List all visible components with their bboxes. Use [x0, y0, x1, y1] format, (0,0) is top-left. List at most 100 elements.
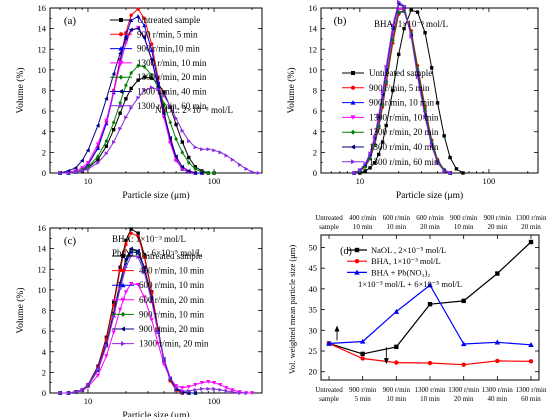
- y-tick-label: 8: [42, 86, 46, 96]
- data-point: [244, 166, 249, 171]
- panel-label: (b): [334, 15, 347, 27]
- data-point: [200, 147, 204, 152]
- data-point: [168, 375, 173, 380]
- x-category-label-top: 10 min: [353, 223, 373, 231]
- data-point: [111, 71, 116, 77]
- data-point: [249, 391, 255, 396]
- data-point: [212, 386, 217, 391]
- data-point: [136, 254, 141, 259]
- data-point: [427, 301, 433, 307]
- data-point: [58, 390, 63, 396]
- data-point: [119, 18, 123, 22]
- data-point: [238, 162, 242, 167]
- x-tick-label: 10: [356, 176, 365, 186]
- data-point: [442, 134, 446, 138]
- data-point: [162, 356, 167, 362]
- legend-label: Untreated sample: [139, 251, 202, 261]
- legend-label: 1300 r/min, 10 min: [137, 58, 207, 68]
- series-line: [353, 0, 451, 174]
- data-point: [142, 270, 147, 275]
- data-point: [360, 351, 365, 357]
- data-point: [186, 390, 191, 396]
- data-point: [95, 373, 101, 378]
- data-point: [123, 256, 128, 262]
- data-point: [372, 142, 377, 148]
- data-point: [118, 111, 122, 115]
- data-point: [118, 280, 122, 285]
- y-tick-label: 0: [42, 388, 46, 398]
- x-category-label-top: 600 r/min: [416, 214, 444, 222]
- data-point: [528, 342, 534, 347]
- data-point: [174, 122, 178, 127]
- data-point: [218, 387, 223, 393]
- data-point: [206, 386, 211, 391]
- y-axis-label: Volume (%): [286, 68, 297, 114]
- data-point: [121, 341, 126, 347]
- data-point: [368, 151, 373, 156]
- x-tick-label: 100: [208, 396, 221, 406]
- data-point: [409, 34, 414, 39]
- data-point: [121, 268, 125, 273]
- data-point: [142, 35, 147, 41]
- data-point: [435, 158, 440, 163]
- data-point: [129, 13, 133, 17]
- data-point: [354, 247, 360, 253]
- data-point: [149, 48, 154, 52]
- data-point: [363, 169, 367, 173]
- data-point: [111, 127, 116, 132]
- arrow-up-head: [334, 325, 340, 332]
- data-point: [380, 102, 385, 108]
- legend-label: 1300 r/min, 20 min: [369, 127, 439, 137]
- data-point: [136, 283, 141, 287]
- y-tick-label: 6: [42, 106, 46, 116]
- data-point: [326, 340, 332, 346]
- data-point: [380, 89, 385, 94]
- y-tick-label: 6: [313, 106, 317, 116]
- data-point: [66, 390, 71, 396]
- legend-label: 900 r/min, 5 min: [137, 29, 198, 39]
- data-point: [118, 307, 123, 312]
- y-axis-label: Volume (%): [15, 288, 26, 334]
- data-point: [85, 148, 90, 153]
- legend-label: 400 r/min, 10 min: [139, 266, 204, 276]
- data-point: [136, 7, 140, 11]
- legend-label: 900 r/min, 20 min: [139, 324, 204, 334]
- panel-b: 0 2 4 6 8 10 12 14 16 10 100 Particle size (μm) Volu…: [286, 0, 539, 201]
- data-point: [168, 103, 173, 109]
- data-point: [118, 286, 123, 291]
- x-category-label-bottom: 40 min: [488, 395, 508, 403]
- data-point: [359, 338, 366, 344]
- y-tick-label: 45: [309, 263, 318, 273]
- data-point: [142, 88, 147, 93]
- data-point: [149, 85, 154, 90]
- data-point: [142, 64, 147, 69]
- data-point: [162, 90, 166, 95]
- x-category-label-bottom: 20 min: [454, 395, 474, 403]
- arrow-down-head: [383, 358, 389, 365]
- data-point: [368, 166, 372, 170]
- data-point: [118, 46, 124, 51]
- y-tick-label: 2: [42, 147, 46, 157]
- legend-label: 600 r/min, 20 min: [139, 295, 204, 305]
- legend-label: 1300 r/min, 20 min: [139, 339, 209, 349]
- data-point: [244, 390, 249, 396]
- data-point: [129, 27, 133, 32]
- data-point: [74, 389, 78, 395]
- y-tick-label: 10: [309, 65, 318, 75]
- x-axis-label: Particle size (μm): [396, 190, 463, 201]
- data-point: [96, 160, 101, 165]
- data-point: [104, 151, 109, 156]
- data-point: [85, 160, 91, 165]
- data-point: [495, 271, 500, 276]
- data-point: [74, 169, 78, 175]
- data-point: [180, 386, 185, 390]
- y-tick-label: 30: [309, 325, 318, 335]
- data-point: [390, 37, 395, 43]
- data-point: [393, 308, 400, 314]
- x-category-label-top: 1300 r/min: [516, 214, 547, 222]
- legend-label: 1300 r/min, 60 min: [369, 157, 439, 167]
- data-point: [363, 164, 368, 170]
- data-point: [95, 142, 101, 147]
- data-point: [104, 96, 109, 101]
- y-tick-label: 8: [313, 86, 317, 96]
